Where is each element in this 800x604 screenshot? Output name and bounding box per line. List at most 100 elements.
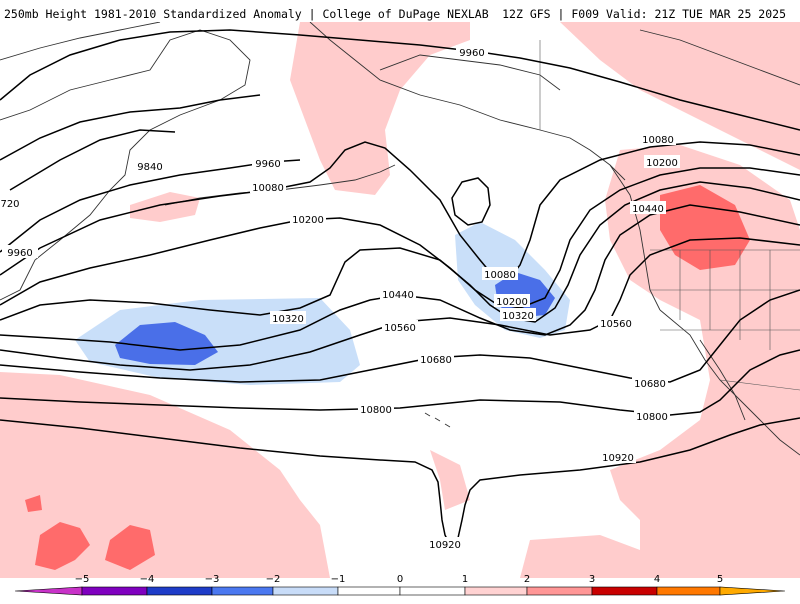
colorbar-segment	[464, 586, 528, 596]
colorbar-segment	[337, 586, 401, 596]
colorbar-tick: 4	[654, 574, 660, 585]
colorbar-tick-labels: −5 −4 −3 −2 −1 0 1 2 3 4 5	[75, 574, 724, 585]
colorbar-segment	[526, 586, 593, 596]
border-us-mexico	[719, 379, 800, 391]
contour-label-bg	[418, 352, 454, 365]
contour-label: 10680	[634, 379, 666, 390]
anomaly-pos-south	[430, 450, 470, 510]
contour-label: 10560	[600, 319, 632, 330]
contour-label-bg	[136, 159, 164, 172]
contour-label-bg	[427, 537, 463, 550]
contour-label-bg	[600, 450, 636, 463]
border-states-2	[650, 289, 800, 331]
colorbar-tick: 1	[462, 574, 468, 585]
contour-label: 10800	[636, 412, 668, 423]
contour-label-bg	[270, 311, 306, 324]
colorbar-tick: 2	[524, 574, 530, 585]
colorbar: −5 −4 −3 −2 −1 0 1 2 3 4 5	[0, 572, 800, 600]
contour-label-bg	[250, 180, 286, 193]
contour-label-bg	[2, 245, 38, 258]
colorbar-segment	[591, 586, 658, 596]
contour-label-bg	[0, 196, 22, 209]
contour-label: 9960	[459, 48, 484, 59]
anomaly-pos-small	[130, 192, 200, 222]
contour-label: 10560	[384, 323, 416, 334]
contour-label: 720	[0, 199, 19, 210]
colorbar-tick: 3	[589, 574, 595, 585]
political-borders	[539, 40, 800, 391]
colorbar-segment	[146, 586, 213, 596]
colorbar-segment	[719, 586, 786, 596]
anomaly-pos2-sw-1	[35, 522, 90, 570]
colorbar-tick: −2	[266, 574, 281, 585]
contour-label: 10200	[496, 297, 528, 308]
contour-10680	[0, 289, 800, 383]
colorbar-tick: −3	[205, 574, 220, 585]
contour-label: 10200	[646, 158, 678, 169]
colorbar-segment	[399, 586, 466, 596]
contour-label-bg	[358, 402, 394, 415]
contour-label-bg	[632, 376, 668, 389]
contour-label-bg	[290, 212, 326, 225]
contour-label-bg	[482, 267, 518, 280]
colorbar-segments	[14, 586, 786, 596]
contour-label-bg	[380, 287, 416, 300]
colorbar-tick: 5	[717, 574, 723, 585]
coast-hawaii	[424, 412, 451, 428]
anomaly-neg2-central	[115, 322, 218, 365]
colorbar-svg: −5 −4 −3 −2 −1 0 1 2 3 4 5	[14, 574, 786, 596]
coast-baja	[699, 339, 746, 421]
contour-label-bg	[494, 294, 530, 307]
map-header: 250mb Height 1981-2010 Standardized Anom…	[0, 0, 800, 22]
contour-label: 9840	[137, 162, 162, 173]
contour-label: 10200	[292, 215, 324, 226]
colorbar-segment	[211, 586, 274, 596]
contour-10080	[0, 141, 800, 279]
anomaly-pos2-sw-3	[25, 495, 42, 512]
contour-label-bg	[500, 308, 536, 321]
contour-label-bg	[634, 409, 670, 422]
map-panel: 9960 9840 9960 10080 10200 10320 10440 1…	[0, 22, 800, 578]
contour-label-bg	[598, 316, 634, 329]
contour-label: 10080	[484, 270, 516, 281]
contour-label-bg	[630, 201, 666, 214]
map-title: 250mb Height 1981-2010 Standardized Anom…	[4, 7, 489, 21]
colorbar-segment	[656, 586, 721, 596]
coast-bc	[609, 164, 661, 311]
contour-label: 10920	[602, 453, 634, 464]
contour-label-bg	[456, 45, 488, 58]
contour-label: 10920	[429, 540, 461, 551]
coast-siberia	[0, 22, 161, 61]
contour-label-bg	[644, 155, 680, 168]
contour-label: 10680	[420, 355, 452, 366]
map-canvas: 9960 9840 9960 10080 10200 10320 10440 1…	[0, 22, 800, 578]
anomaly-pos-seam	[520, 535, 640, 578]
contour-label: 10320	[272, 314, 304, 325]
anomaly-pos-arctic	[560, 22, 800, 170]
contour-label-bg	[252, 156, 284, 169]
coast-alaska-north	[379, 54, 561, 91]
contour-label-bg	[382, 320, 418, 333]
colorbar-segment	[14, 586, 83, 596]
colorbar-tick: −1	[331, 574, 346, 585]
contour-label: 10440	[382, 290, 414, 301]
contour-9840	[9, 129, 176, 191]
contour-label-bg	[640, 132, 676, 145]
contour-9960-north	[0, 29, 800, 131]
contour-label: 10080	[642, 135, 674, 146]
contour-closed-low	[451, 177, 491, 226]
colorbar-tick: 0	[397, 574, 403, 585]
contour-label: 10320	[502, 311, 534, 322]
contour-label: 10080	[252, 183, 284, 194]
contour-10560	[0, 237, 800, 371]
coast-alaska	[309, 22, 626, 181]
contour-9960-asia	[0, 94, 261, 161]
colorbar-tick: −4	[140, 574, 155, 585]
anomaly-pos2-sw-2	[105, 525, 155, 570]
anomaly-pos-alaska	[290, 22, 470, 195]
coast-canada-arctic	[639, 29, 800, 86]
contour-label: 10440	[632, 204, 664, 215]
contour-label: 10800	[360, 405, 392, 416]
colorbar-segment	[81, 586, 148, 596]
contour-label: 9960	[7, 248, 32, 259]
